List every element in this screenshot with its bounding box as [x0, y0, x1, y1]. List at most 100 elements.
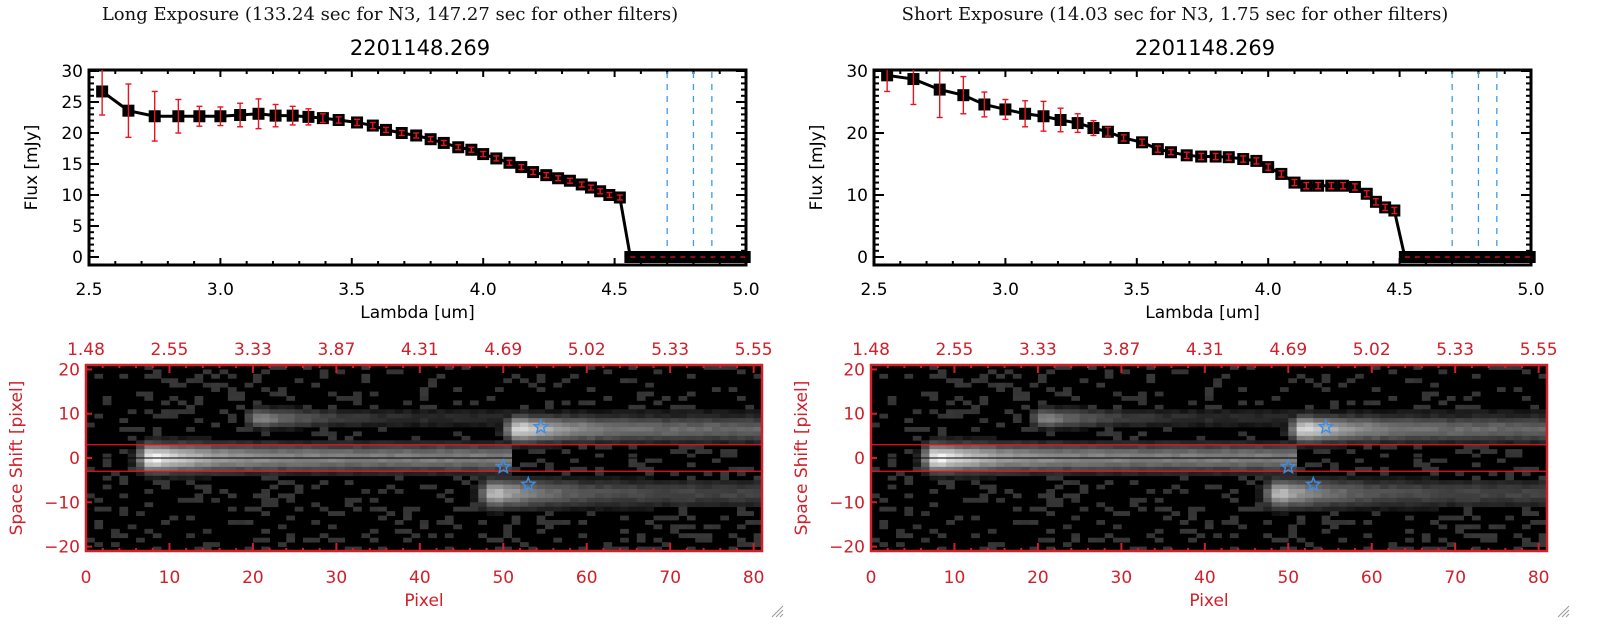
heatmap-cell: [561, 400, 571, 406]
heatmap-cell: [536, 431, 546, 437]
heatmap-cell: [1238, 471, 1247, 477]
heatmap-cell: [946, 444, 955, 450]
heatmap-cell: [169, 440, 179, 446]
heatmap-cell: [703, 493, 713, 499]
heatmap-cell: [1188, 400, 1197, 406]
heatmap-cell: [887, 453, 897, 459]
heatmap-cell: [1062, 480, 1072, 485]
heatmap-cell: [453, 475, 462, 481]
heatmap-cell: [1279, 537, 1289, 543]
heatmap-cell: [336, 369, 346, 375]
heatmap-cell: [1330, 475, 1339, 481]
heatmap-cell: [119, 493, 129, 499]
heatmap-cell: [428, 533, 437, 539]
heatmap-cell: [1413, 378, 1423, 384]
heatmap-cell: [119, 480, 129, 485]
heatmap-cell: [269, 409, 279, 415]
heatmap-cell: [1129, 444, 1139, 450]
heatmap-cell: [686, 422, 696, 428]
heatmap-cell: [1238, 524, 1247, 530]
heatmap-cell: [971, 533, 980, 539]
plot-frame: [872, 68, 1533, 267]
heatmap-cell: [461, 480, 471, 485]
heatmap-cell: [1062, 471, 1072, 477]
heatmap-cell: [636, 484, 646, 490]
heatmap-cell: [378, 440, 387, 446]
heatmap-cell: [595, 444, 604, 450]
heatmap-cell: [703, 537, 713, 543]
resize-grip-icon[interactable]: [770, 604, 784, 618]
heatmap-cell: [628, 418, 638, 423]
heatmap-cell: [194, 373, 204, 379]
heatmap-cell: [269, 427, 279, 432]
heatmap-cell: [979, 400, 989, 406]
heatmap-cell: [311, 466, 321, 472]
heatmap-cell: [1304, 418, 1314, 423]
heatmap-cell: [753, 480, 763, 485]
heatmap-cell: [1271, 458, 1281, 463]
heatmap-cell: [1363, 506, 1373, 512]
heatmap-cell: [1288, 458, 1298, 463]
heatmap-cell: [620, 493, 629, 499]
heatmap-cell: [578, 497, 588, 503]
heatmap-cell: [302, 409, 312, 415]
heatmap-cell: [1062, 458, 1072, 463]
heatmap-cell: [1071, 471, 1081, 477]
heatmap-cell: [987, 453, 997, 459]
heatmap-cell: [244, 418, 254, 423]
y-tick-label: 5: [72, 217, 83, 237]
heatmap-cell: [478, 533, 487, 539]
short-exposure-object-id: 2201148.269: [1134, 36, 1276, 60]
heatmap-cell: [144, 435, 154, 441]
heatmap-cell: [996, 458, 1005, 463]
heatmap-cell: [1263, 458, 1272, 463]
heatmap-cell: [144, 528, 154, 534]
heatmap-cell: [987, 435, 997, 441]
heatmap-cell: [1355, 506, 1364, 512]
heatmap-cell: [1054, 418, 1064, 423]
heatmap-cell: [1480, 444, 1489, 450]
heatmap-cell: [1146, 444, 1156, 450]
heatmap-cell: [1296, 502, 1306, 508]
heatmap-cell: [269, 475, 279, 481]
heatmap-cell: [1254, 400, 1264, 406]
heatmap-cell: [336, 462, 346, 468]
heatmap-cell: [1096, 444, 1106, 450]
heatmap-cell: [736, 480, 746, 485]
heatmap-cell: [1204, 413, 1214, 419]
heatmap-cell: [1471, 524, 1481, 530]
heatmap-cell: [1538, 537, 1548, 543]
heatmap-cell: [711, 387, 721, 392]
heatmap-cell: [1229, 458, 1239, 463]
heatmap-cell: [1355, 418, 1364, 423]
heatmap-cell: [361, 458, 371, 463]
heatmap-cell: [703, 489, 713, 494]
heatmap-cell: [202, 489, 212, 494]
heatmap-cell: [653, 546, 663, 552]
heatmap-cell: [686, 515, 696, 521]
heatmap-cell: [1096, 422, 1106, 428]
heatmap-cell: [979, 458, 989, 463]
heatmap-cell: [436, 409, 446, 415]
heatmap-cell: [1029, 546, 1039, 552]
heatmap-cell: [1213, 378, 1222, 384]
heatmap-cell: [461, 440, 471, 446]
heatmap-cell: [1204, 404, 1214, 410]
heatmap-cell: [219, 471, 229, 477]
heatmap-cell: [1004, 449, 1014, 454]
heatmap-cell: [879, 506, 889, 512]
heatmap-cell: [996, 471, 1005, 477]
heatmap-cell: [1321, 506, 1331, 512]
heatmap-cell: [211, 449, 220, 454]
heatmap-cell: [971, 480, 980, 485]
heatmap-cell: [469, 444, 479, 450]
heatmap-cell: [595, 431, 604, 437]
heatmap-cell: [887, 400, 897, 406]
heatmap-cell: [1405, 431, 1414, 437]
resize-grip-icon[interactable]: [1556, 604, 1570, 618]
heatmap-cell: [1029, 458, 1039, 463]
heatmap-cell: [1113, 391, 1122, 397]
heatmap-cell: [595, 453, 604, 459]
heatmap-cell: [344, 462, 354, 468]
heatmap-cell: [344, 435, 354, 441]
